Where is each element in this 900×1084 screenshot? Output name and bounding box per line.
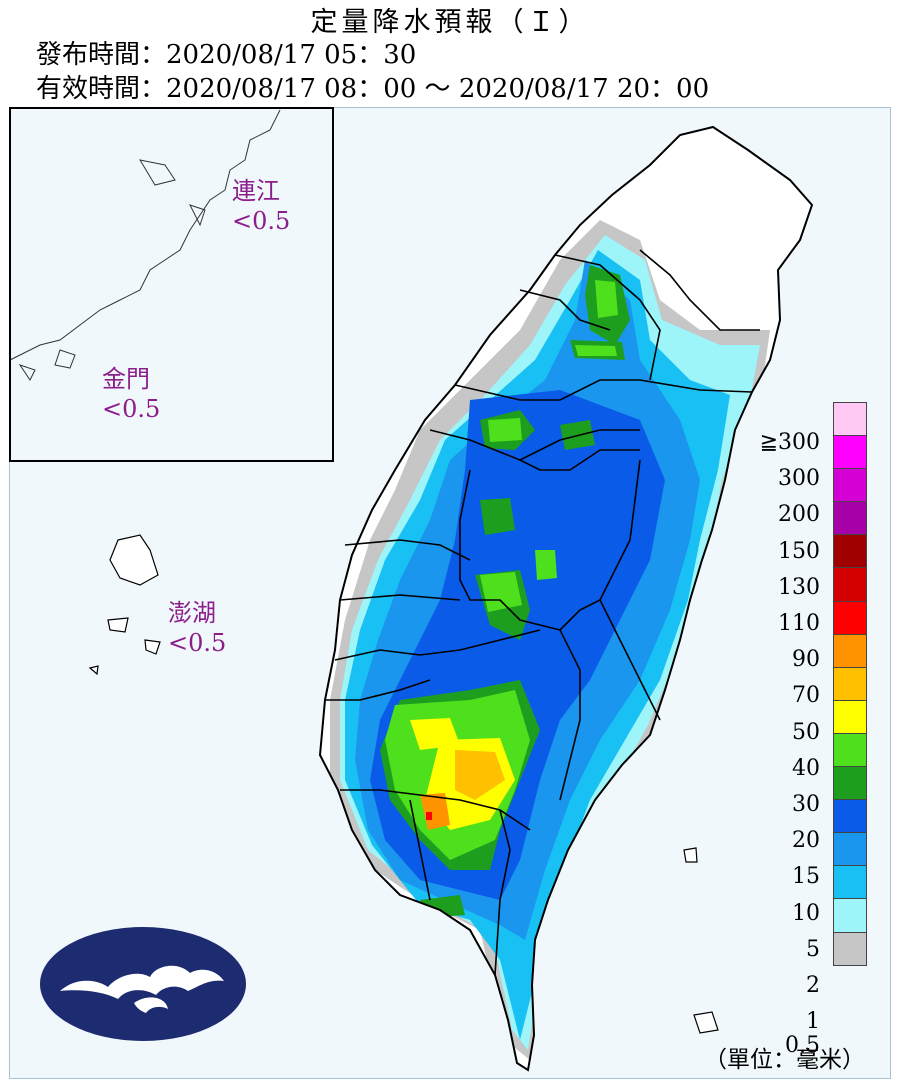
- legend-tick-label: 90: [792, 647, 820, 673]
- cloud-icon: [60, 965, 224, 999]
- legend-swatch: [833, 600, 867, 635]
- legend-tick-label: 20: [792, 828, 820, 854]
- island-name: 連江: [232, 177, 280, 205]
- issue-time: 發布時間：2020/08/17 05：30: [36, 40, 417, 70]
- cwb-logo: [40, 927, 246, 1041]
- unit-label: （單位：毫米）: [704, 1047, 865, 1073]
- legend-swatch: [833, 799, 867, 834]
- legend-tick-label: 300: [778, 466, 820, 492]
- legend-tick-label: 110: [778, 611, 820, 636]
- legend-swatch: [833, 501, 867, 536]
- island-value: <0.5: [232, 207, 291, 235]
- legend-tick-label: 30: [792, 792, 820, 817]
- legend-swatch: [833, 699, 867, 734]
- legend: [833, 402, 869, 966]
- legend-tick-label: 5: [806, 936, 820, 962]
- legend-tick-label: 150: [778, 538, 820, 564]
- legend-tick-label: 70: [792, 683, 820, 709]
- legend-swatch: [833, 931, 867, 966]
- legend-swatch: [833, 534, 867, 569]
- east-islands: [683, 847, 719, 1034]
- legend-tick-label: ≧300: [759, 430, 820, 455]
- rainfall-contours: [330, 220, 770, 1060]
- legend-swatch: [833, 865, 867, 900]
- legend-swatch: [833, 567, 867, 602]
- legend-tick-label: 15: [792, 864, 820, 890]
- county-boundaries: [318, 125, 814, 1072]
- rainfall-map: [9, 109, 814, 1072]
- island-value: <0.5: [102, 395, 161, 423]
- island-label-kinmen: 金門 <0.5: [102, 364, 160, 424]
- legend-swatch: [833, 766, 867, 801]
- island-name: 金門: [102, 365, 150, 393]
- legend-swatch: [833, 832, 867, 867]
- legend-swatch: [833, 435, 867, 470]
- legend-tick-label: 1: [806, 1009, 820, 1035]
- legend-tick-label: 40: [792, 755, 820, 781]
- legend-tick-label: 200: [778, 502, 820, 528]
- legend-tick-label: 0.5: [785, 1033, 820, 1059]
- legend-swatch: [833, 898, 867, 933]
- map-title: 定量降水預報（Ｉ）: [310, 7, 590, 38]
- island-label-penghu: 澎湖 <0.5: [168, 598, 226, 658]
- legend-swatch: [833, 732, 867, 768]
- inset-frame: [9, 107, 334, 462]
- legend-tick-label: 10: [792, 900, 820, 926]
- legend-tick-label: 50: [792, 719, 820, 745]
- inset-coastline: [9, 109, 281, 381]
- legend-swatch: [833, 402, 867, 437]
- legend-swatch: [833, 633, 867, 668]
- legend-tick-label: 2: [806, 973, 820, 998]
- legend-swatch: [833, 666, 867, 701]
- island-value: <0.5: [168, 629, 227, 657]
- valid-time: 有效時間：2020/08/17 08：00 ～ 2020/08/17 20：00: [36, 74, 710, 104]
- legend-swatch: [833, 468, 867, 503]
- swirl-icon: [134, 997, 168, 1013]
- legend-tick-label: 130: [778, 574, 820, 600]
- penghu-islands: [88, 534, 161, 676]
- island-name: 澎湖: [168, 599, 216, 627]
- island-label-lienchiang: 連江 <0.5: [232, 176, 290, 236]
